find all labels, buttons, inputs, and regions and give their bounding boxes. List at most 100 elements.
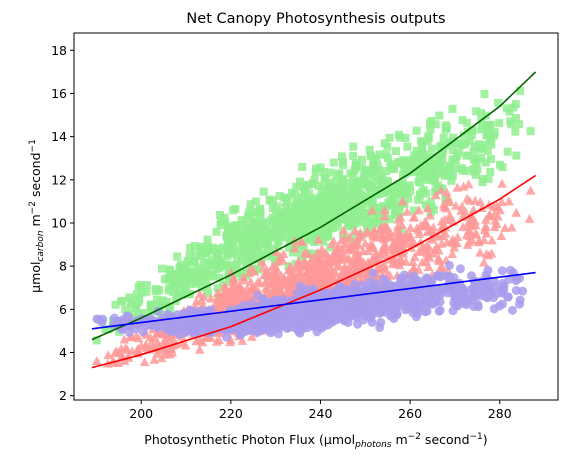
data-point [497, 196, 507, 206]
data-point [344, 207, 353, 216]
data-point [497, 178, 507, 188]
data-point [395, 207, 404, 216]
data-point [367, 205, 377, 215]
data-point [239, 286, 250, 296]
data-point [270, 255, 279, 264]
data-point [230, 290, 241, 300]
data-point [309, 230, 318, 239]
data-point [404, 194, 413, 203]
data-point [349, 151, 358, 160]
data-point [341, 190, 350, 199]
data-point [433, 181, 442, 190]
data-point [296, 250, 305, 259]
data-point [329, 252, 340, 262]
data-point [311, 168, 320, 177]
data-point [333, 184, 342, 193]
data-point [225, 337, 236, 347]
data-point [350, 166, 359, 175]
data-point [253, 301, 263, 311]
data-point [409, 211, 419, 221]
data-point [396, 158, 405, 167]
data-point [450, 164, 459, 173]
data-point [339, 160, 348, 169]
data-point [215, 211, 224, 220]
data-point [474, 140, 483, 149]
data-point [273, 256, 284, 266]
data-point [408, 308, 418, 318]
data-point [460, 207, 471, 217]
data-point [526, 127, 535, 136]
data-point [376, 203, 385, 212]
data-point [327, 275, 337, 285]
data-point [423, 262, 434, 272]
data-point [224, 277, 233, 286]
data-point [237, 216, 246, 225]
data-point [335, 214, 344, 223]
data-point [326, 178, 335, 187]
data-point [304, 181, 313, 190]
data-point [311, 253, 322, 263]
data-point [327, 301, 337, 311]
y-axis-label: µmolcarbon m−2 second−1 [28, 139, 46, 293]
data-point [246, 231, 255, 240]
data-point [424, 133, 433, 142]
data-point [218, 243, 227, 252]
data-point [204, 271, 213, 280]
data-point [295, 328, 305, 338]
data-point [411, 161, 420, 170]
data-point [297, 208, 306, 217]
data-point [470, 142, 479, 151]
data-point [487, 155, 496, 164]
data-point [310, 264, 320, 274]
data-point [317, 187, 326, 196]
data-point [344, 186, 353, 195]
data-point [353, 309, 363, 319]
data-point [516, 87, 525, 96]
data-point [436, 161, 445, 170]
data-point [173, 252, 182, 261]
data-point [479, 257, 489, 267]
data-point [417, 137, 426, 146]
data-point [380, 277, 390, 287]
data-point [310, 277, 321, 287]
data-point [391, 209, 400, 218]
data-point [228, 242, 237, 251]
data-point [404, 290, 414, 300]
data-point [515, 120, 524, 129]
data-point [434, 287, 444, 297]
data-point [165, 302, 174, 311]
data-point [435, 305, 445, 315]
data-point [201, 315, 211, 325]
data-point [300, 190, 309, 199]
data-point [494, 98, 503, 107]
data-point [101, 324, 110, 333]
data-point [442, 187, 452, 197]
data-point [190, 242, 199, 251]
data-point [428, 159, 437, 168]
data-point [302, 202, 311, 211]
data-point [316, 163, 325, 172]
data-point [185, 280, 194, 289]
data-point [477, 125, 486, 134]
data-point [499, 281, 509, 291]
data-point [285, 243, 294, 252]
data-point [452, 139, 461, 148]
data-point [349, 170, 358, 179]
data-point [199, 272, 208, 281]
data-point [170, 269, 179, 278]
data-point [439, 133, 448, 142]
data-point [213, 244, 222, 253]
data-point [287, 278, 298, 288]
data-point [409, 251, 420, 261]
data-point [371, 186, 380, 195]
y-tick-label: 4 [59, 345, 67, 360]
data-point [326, 309, 336, 319]
fit-line-circle [91, 271, 536, 330]
data-point [293, 262, 303, 272]
data-point [484, 211, 494, 221]
data-point [371, 167, 380, 176]
data-point [380, 188, 389, 197]
data-point [156, 328, 167, 338]
data-point [300, 227, 309, 236]
data-point [314, 221, 323, 230]
